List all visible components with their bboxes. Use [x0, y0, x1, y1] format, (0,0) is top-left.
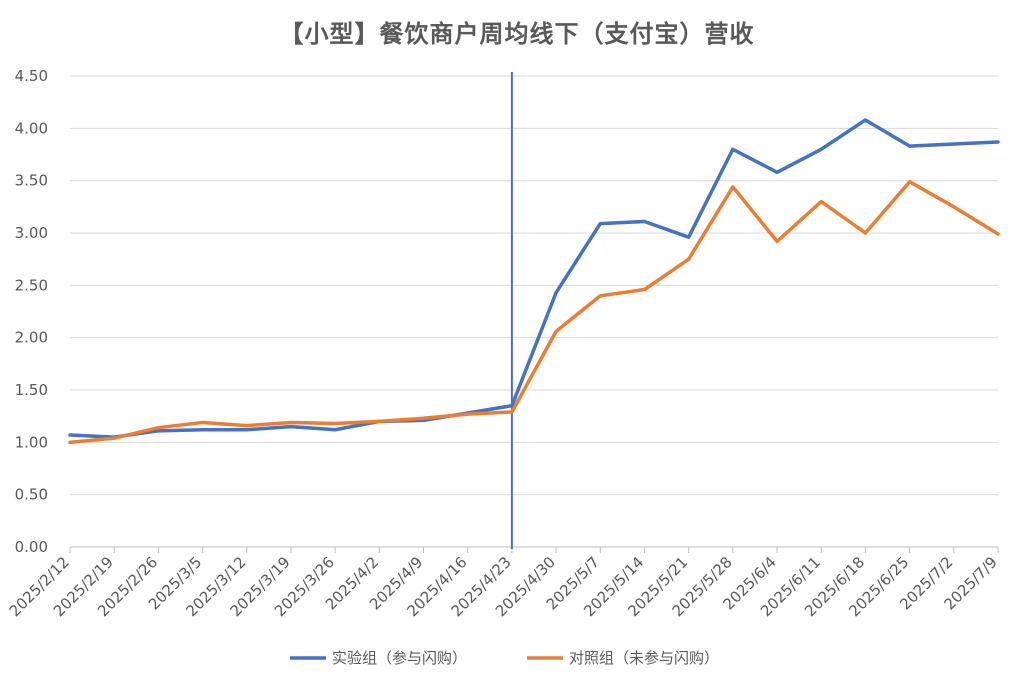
y-tick-label: 3.50 — [15, 172, 48, 190]
y-tick-label: 2.00 — [15, 329, 48, 347]
y-tick-label: 4.50 — [15, 67, 48, 85]
y-tick-label: 2.50 — [15, 276, 48, 294]
series-line-2 — [68, 179, 1000, 445]
legend-label-2: 对照组（未参与闪购） — [569, 649, 719, 667]
legend-label-1: 实验组（参与闪购） — [332, 649, 467, 667]
y-tick-label: 3.00 — [15, 224, 48, 242]
series-line-1 — [68, 118, 1000, 439]
y-tick-label: 0.50 — [15, 486, 48, 504]
y-tick-label: 4.00 — [15, 119, 48, 137]
y-tick-label: 1.50 — [15, 381, 48, 399]
y-tick-label: 0.00 — [15, 538, 48, 556]
y-tick-label: 1.00 — [15, 433, 48, 451]
chart-title: 【小型】餐饮商户周均线下（支付宝）营收 — [279, 20, 755, 48]
